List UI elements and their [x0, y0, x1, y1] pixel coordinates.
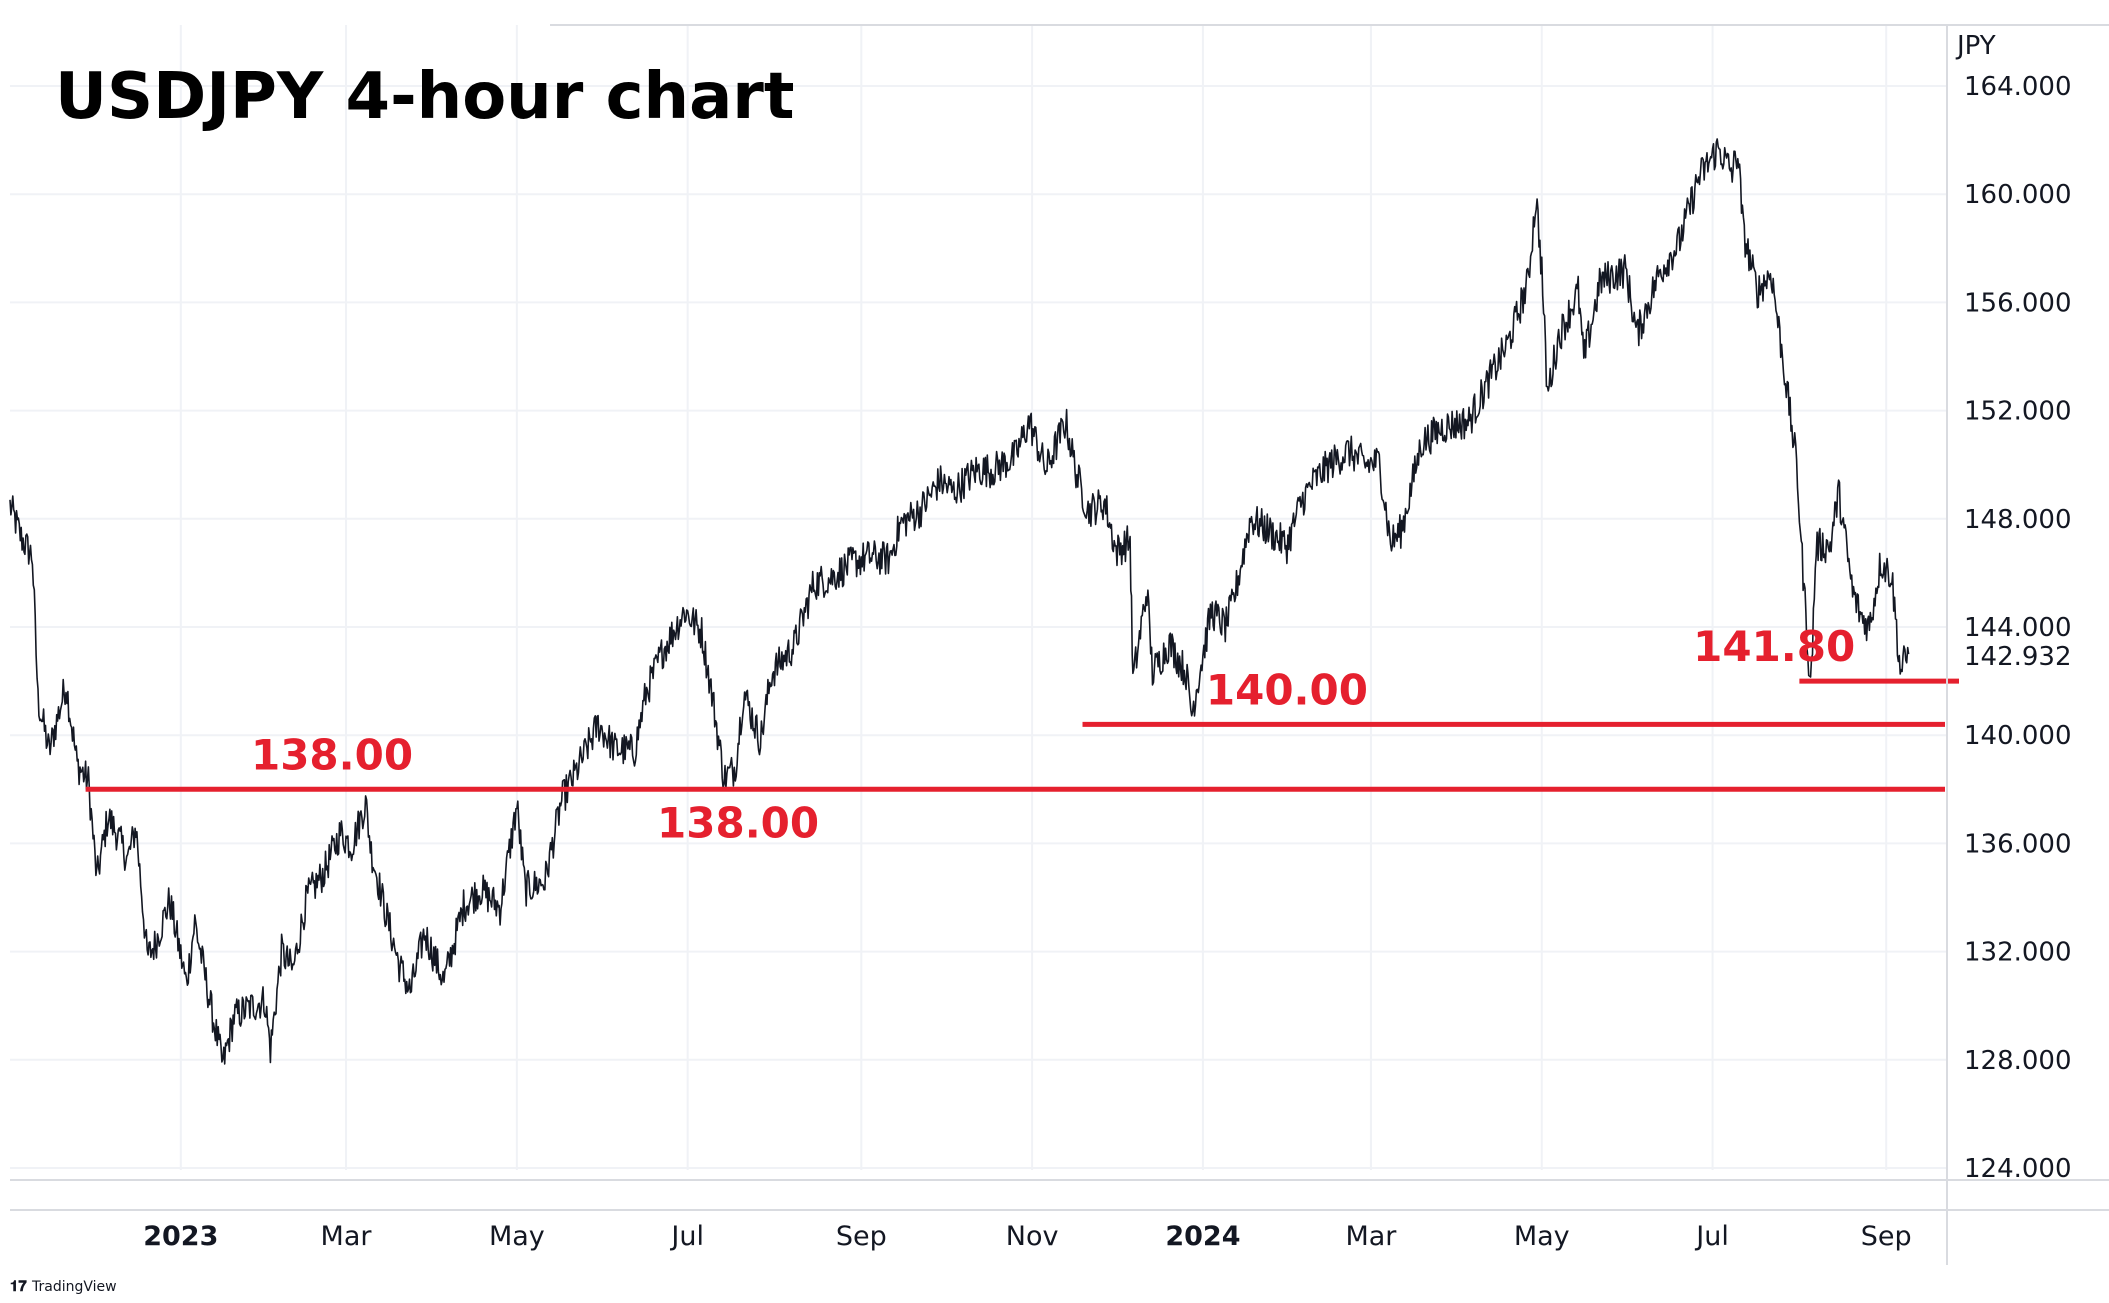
axes: 164.000 160.000 156.000 152.000 148.000 144.0…	[10, 24, 2109, 1265]
y-tick-label: 152.000	[1964, 397, 2072, 427]
y-tick-label: 140.000	[1964, 721, 2072, 751]
y-tick-label: 136.000	[1964, 829, 2072, 859]
support-levels: 138.00 138.00 140.00 141.80	[85, 622, 1960, 847]
tradingview-watermark: TradingView	[31, 1279, 117, 1295]
x-tick-label: Jul	[669, 1221, 704, 1252]
last-price-label: 142.932	[1964, 642, 2072, 672]
x-tick-label: Nov	[1006, 1221, 1059, 1252]
x-tick-label: Mar	[1345, 1221, 1397, 1252]
support-label-2: 140.00	[1206, 665, 1368, 714]
y-tick-label: 128.000	[1964, 1046, 2072, 1076]
x-tick-label: Mar	[321, 1221, 373, 1252]
y-tick-label: 148.000	[1964, 505, 2072, 535]
support-label-0: 138.00	[251, 730, 413, 779]
y-tick-label: 160.000	[1964, 180, 2072, 210]
x-tick-label: Jul	[1694, 1221, 1729, 1252]
support-label-3: 141.80	[1693, 622, 1855, 671]
y-tick-label: 144.000	[1964, 613, 2072, 643]
x-tick-label: 2023	[143, 1221, 218, 1252]
x-tick-label: 2024	[1165, 1221, 1240, 1252]
grid-lines	[10, 25, 1947, 1170]
y-tick-label: 132.000	[1964, 938, 2072, 968]
tradingview-logo-icon: 𝟏𝟕	[10, 1277, 27, 1295]
tradingview-attribution: 𝟏𝟕 TradingView	[10, 1277, 117, 1295]
support-label-1: 138.00	[657, 798, 819, 847]
x-tick-label: Sep	[1861, 1221, 1912, 1252]
y-tick-label: 164.000	[1964, 72, 2072, 102]
price-series	[9, 138, 1910, 1065]
x-tick-label: May	[1514, 1221, 1570, 1252]
price-line-series-0	[9, 138, 1910, 1065]
currency-label: JPY	[1955, 31, 1996, 61]
x-tick-label: May	[489, 1221, 545, 1252]
y-tick-label: 156.000	[1964, 288, 2072, 318]
x-tick-label: Sep	[836, 1221, 887, 1252]
chart-title: USDJPY 4-hour chart	[55, 60, 794, 134]
